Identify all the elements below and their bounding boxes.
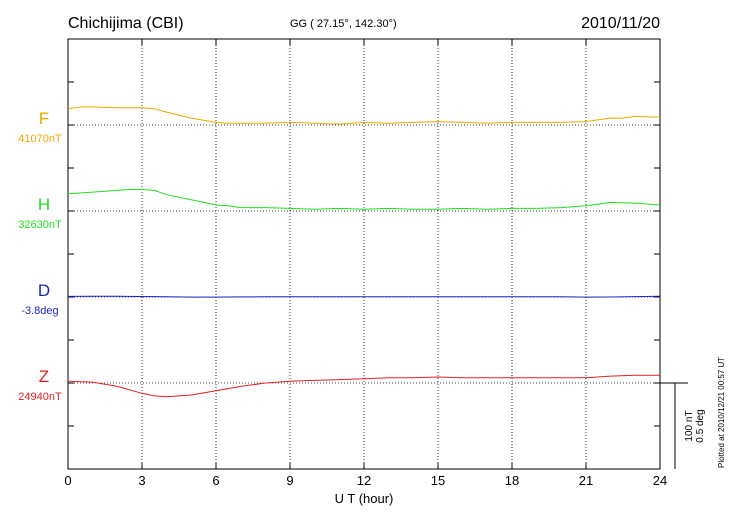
series-line-F <box>67 106 661 125</box>
station-coordinates: GG ( 27.15°, 142.30°) <box>290 18 397 30</box>
scale-deg-label: 0.5 deg <box>695 409 706 442</box>
x-tick-label-9: 9 <box>286 473 293 488</box>
series-line-Z <box>67 374 660 398</box>
baseline-value-H: 32630nT <box>18 219 62 231</box>
x-tick-label-3: 3 <box>138 473 145 488</box>
component-label-D: D <box>38 281 50 300</box>
x-tick-label-24: 24 <box>653 473 667 488</box>
x-axis-label: U T (hour) <box>335 491 394 506</box>
plot-frame <box>67 38 661 470</box>
tick-layer: 0 3 6 9 12 15 18 21 24 <box>64 38 667 488</box>
x-tick-label-0: 0 <box>64 473 71 488</box>
series-line-H <box>67 189 661 210</box>
station-title: Chichijima (CBI) <box>68 15 184 32</box>
x-tick-label-6: 6 <box>212 473 219 488</box>
component-label-H: H <box>38 195 50 214</box>
chart-date: 2010/11/20 <box>581 15 660 32</box>
x-tick-label-12: 12 <box>357 473 371 488</box>
x-tick-label-15: 15 <box>431 473 445 488</box>
x-tick-label-21: 21 <box>579 473 593 488</box>
plotted-timestamp: Plotted at 2010/12/21 00:57 UT <box>717 357 726 468</box>
scale-nt-label: 100 nT <box>684 410 695 441</box>
baseline-value-Z: 24940nT <box>18 391 62 403</box>
component-label-F: F <box>39 109 49 128</box>
component-label-Z: Z <box>39 367 49 386</box>
label-layer: F 41070nT H 32630nT D -3.8deg Z 24940nT <box>18 109 62 403</box>
baseline-layer <box>68 124 660 384</box>
series-line-D <box>67 295 661 298</box>
baseline-value-F: 41070nT <box>18 133 62 145</box>
series-layer <box>67 106 661 398</box>
baseline-value-D: -3.8deg <box>21 305 58 317</box>
grid-layer <box>141 39 587 469</box>
x-tick-label-18: 18 <box>505 473 519 488</box>
